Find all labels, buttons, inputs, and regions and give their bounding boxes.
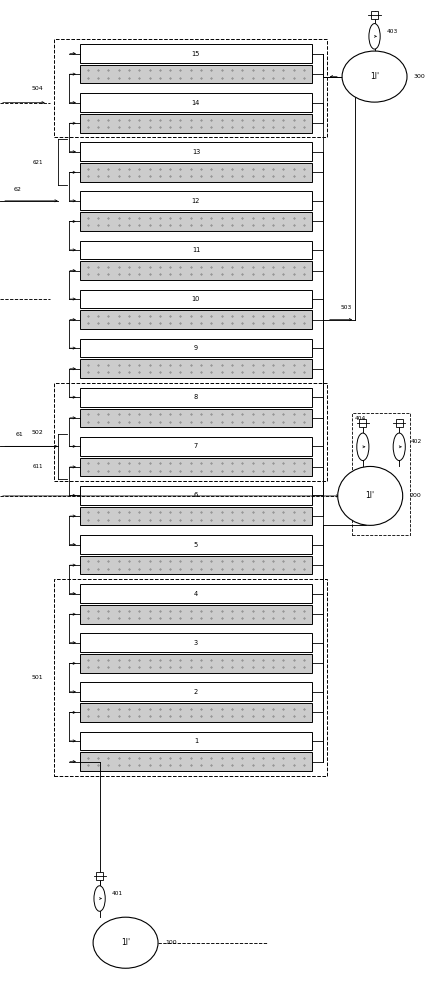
- Circle shape: [393, 433, 405, 461]
- Text: 502: 502: [32, 429, 43, 435]
- Bar: [80, 241, 312, 259]
- Ellipse shape: [342, 51, 407, 102]
- Bar: [80, 507, 312, 525]
- Bar: [80, 458, 312, 476]
- Bar: [80, 703, 312, 722]
- Text: 503: 503: [341, 305, 352, 310]
- Text: 12: 12: [192, 197, 200, 204]
- Bar: [359, 419, 366, 427]
- Bar: [80, 212, 312, 231]
- Text: 13: 13: [192, 148, 200, 155]
- Bar: [352, 413, 410, 535]
- Text: 62: 62: [13, 187, 21, 191]
- Bar: [80, 114, 312, 133]
- Bar: [80, 732, 312, 750]
- Text: 10: 10: [192, 296, 200, 302]
- Bar: [80, 163, 312, 182]
- Bar: [80, 290, 312, 308]
- Text: 4: 4: [194, 590, 198, 597]
- Text: 6: 6: [194, 492, 198, 499]
- Bar: [371, 11, 378, 19]
- Text: 403: 403: [386, 28, 397, 34]
- Text: 1l': 1l': [370, 72, 379, 82]
- Ellipse shape: [338, 466, 403, 525]
- Bar: [80, 437, 312, 456]
- Bar: [80, 654, 312, 673]
- Text: 402: 402: [411, 439, 422, 445]
- Bar: [80, 93, 312, 112]
- Text: 1: 1: [194, 737, 198, 744]
- Bar: [80, 44, 312, 63]
- Bar: [80, 486, 312, 505]
- Text: 504: 504: [32, 85, 43, 91]
- Text: 3: 3: [194, 639, 198, 646]
- Bar: [54, 383, 327, 481]
- Text: 2: 2: [194, 688, 198, 695]
- Bar: [80, 388, 312, 407]
- Bar: [96, 872, 103, 880]
- Bar: [80, 142, 312, 161]
- Bar: [80, 359, 312, 378]
- Bar: [80, 605, 312, 624]
- Bar: [80, 261, 312, 280]
- Bar: [54, 39, 327, 137]
- Circle shape: [357, 433, 369, 461]
- Bar: [80, 633, 312, 652]
- Bar: [80, 310, 312, 329]
- Text: 14: 14: [192, 99, 200, 106]
- Text: 100: 100: [165, 940, 177, 946]
- Circle shape: [94, 886, 105, 911]
- Bar: [80, 339, 312, 357]
- Text: 61: 61: [16, 432, 23, 437]
- Ellipse shape: [93, 917, 158, 968]
- Text: 501: 501: [32, 675, 43, 681]
- Text: 1l': 1l': [365, 491, 375, 501]
- Bar: [80, 682, 312, 701]
- Bar: [80, 556, 312, 574]
- Text: 8: 8: [194, 394, 198, 401]
- Text: 9: 9: [194, 345, 198, 352]
- Text: 401: 401: [111, 891, 123, 897]
- Bar: [80, 65, 312, 83]
- Text: 1l': 1l': [121, 938, 130, 948]
- Bar: [396, 419, 403, 427]
- Text: 7: 7: [194, 443, 198, 450]
- Text: 200: 200: [410, 493, 422, 499]
- Bar: [80, 191, 312, 210]
- Text: 300: 300: [413, 74, 425, 80]
- Text: 621: 621: [33, 159, 43, 165]
- Text: 15: 15: [192, 50, 200, 57]
- Text: 5: 5: [194, 541, 198, 548]
- Bar: [54, 579, 327, 776]
- Bar: [80, 535, 312, 554]
- Bar: [80, 409, 312, 427]
- Text: 404: 404: [355, 415, 366, 421]
- Bar: [80, 752, 312, 771]
- Bar: [80, 584, 312, 603]
- Text: 11: 11: [192, 246, 200, 253]
- Circle shape: [369, 24, 380, 49]
- Text: 611: 611: [33, 464, 43, 469]
